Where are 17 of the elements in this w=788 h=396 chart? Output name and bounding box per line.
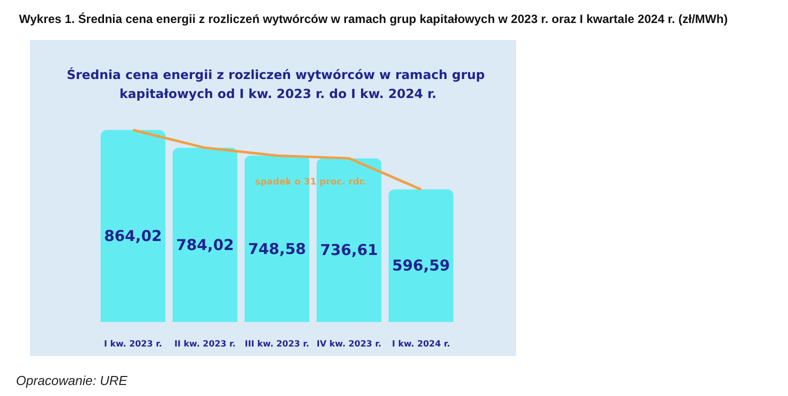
bar: [388, 189, 454, 322]
x-tick-label: III kw. 2023 r.: [244, 340, 310, 350]
x-tick-label: I kw. 2024 r.: [392, 340, 450, 350]
bar: [100, 130, 166, 322]
data-label: 748,58: [248, 240, 306, 258]
data-label: 596,59: [392, 256, 450, 275]
data-label: 736,61: [320, 241, 378, 260]
x-tick-label: II kw. 2023 r.: [174, 340, 236, 350]
data-label: 784,02: [176, 236, 234, 254]
data-label: 864,02: [104, 227, 162, 245]
text: Opracowanie: URE: [16, 373, 128, 388]
x-tick-label: IV kw. 2023 r.: [316, 340, 382, 350]
bar: [172, 148, 238, 322]
x-tick-label: I kw. 2023 r.: [104, 340, 162, 350]
bar: [316, 158, 382, 322]
chart-subtitle: Średnia cena energii z rozliczeń wytwórców w ramach grup kapitałowych od I kw. 2023 r. do I kw. 2024 r.: [66, 67, 490, 101]
chart-title: Wykres 1. Średnia cena energii z rozliczeń wytwórców w ramach grup kapitałowych w 2023 r. oraz I kwartale 2024 r. (zł/MWh): [19, 12, 728, 26]
